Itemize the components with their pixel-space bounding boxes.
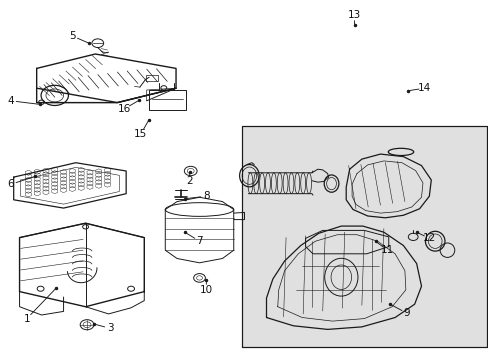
Text: 13: 13: [347, 10, 361, 20]
Text: 1: 1: [23, 314, 30, 324]
Text: 3: 3: [106, 323, 113, 333]
Text: 4: 4: [7, 96, 14, 106]
Text: 11: 11: [380, 245, 393, 255]
Text: 16: 16: [118, 104, 131, 114]
Text: 9: 9: [403, 308, 409, 318]
Text: 2: 2: [186, 176, 193, 186]
Bar: [149, 90, 185, 110]
Text: 10: 10: [200, 285, 212, 295]
Bar: [242, 126, 486, 347]
Text: 12: 12: [422, 233, 435, 243]
Text: 6: 6: [7, 179, 14, 189]
Text: 8: 8: [203, 191, 209, 201]
Text: 5: 5: [69, 31, 76, 41]
Text: 7: 7: [196, 236, 203, 246]
Bar: [145, 75, 158, 81]
Text: 14: 14: [417, 83, 430, 93]
Text: 15: 15: [134, 129, 147, 139]
